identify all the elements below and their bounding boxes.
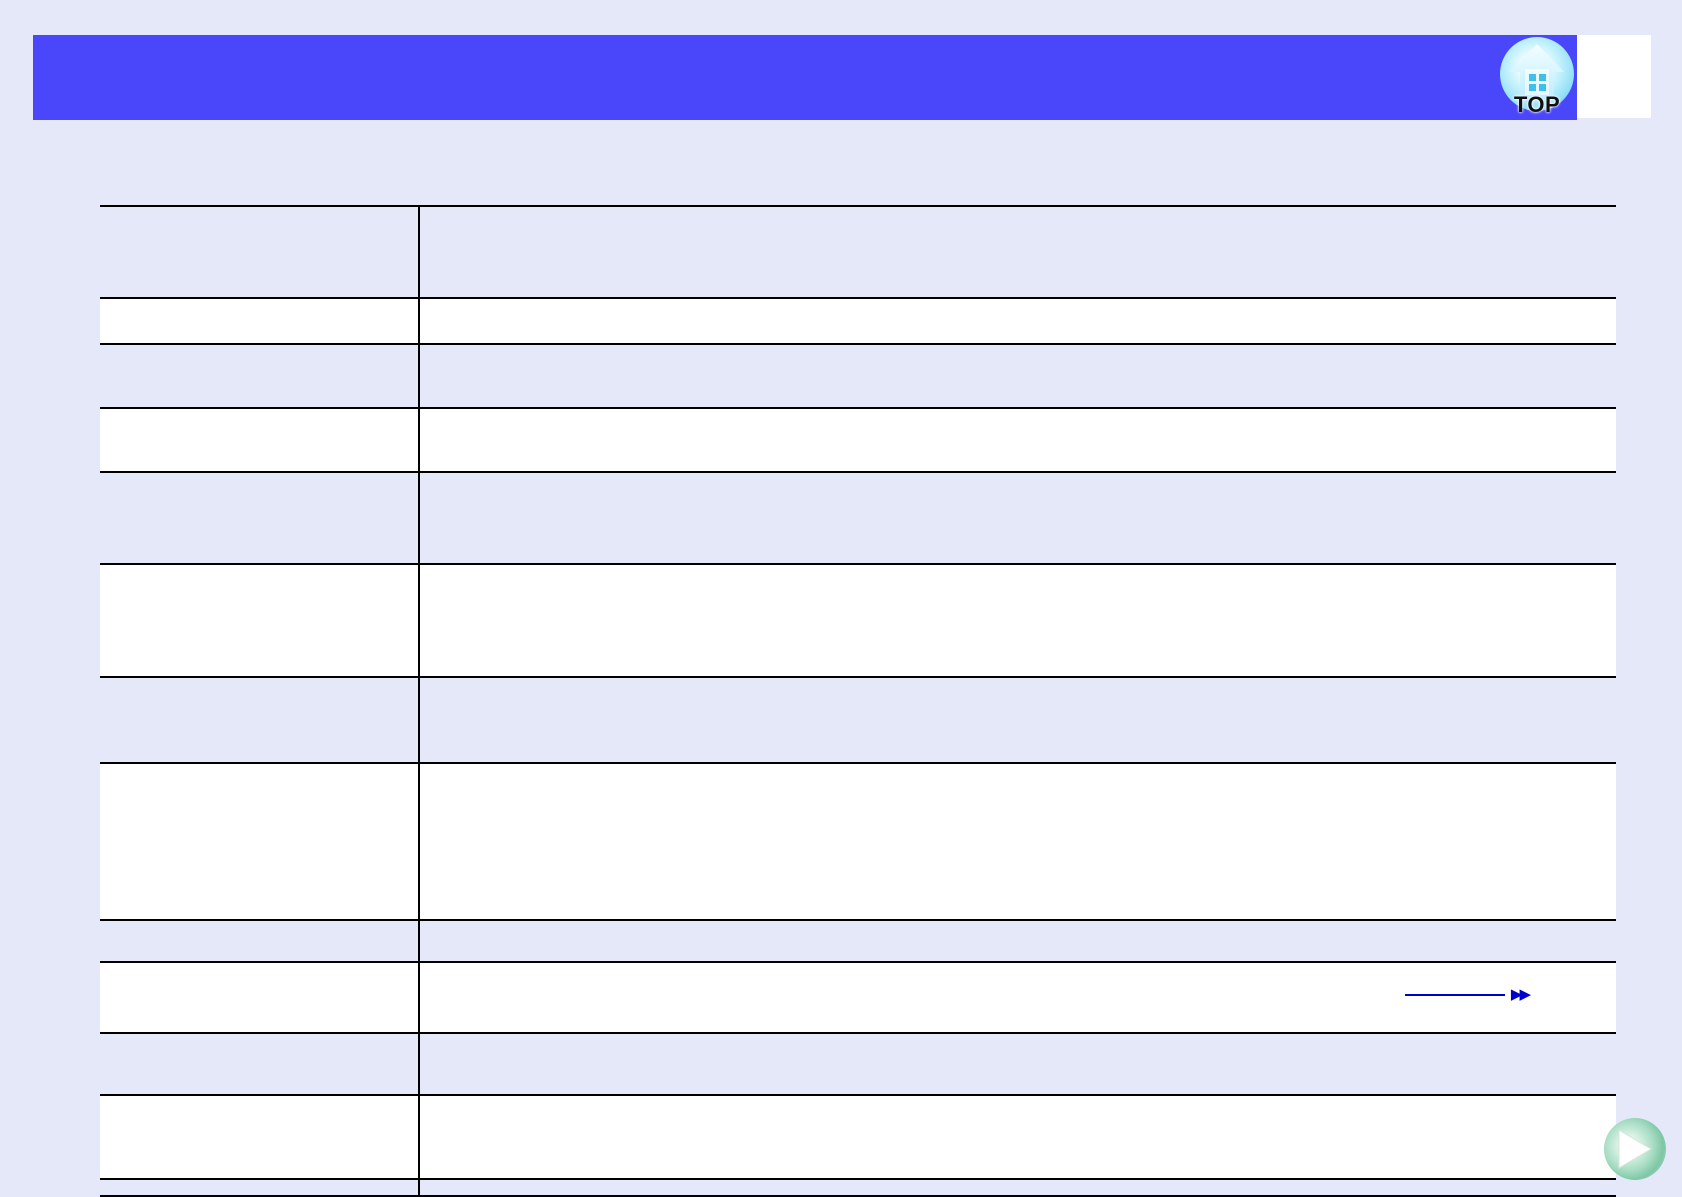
table-cell-label	[100, 206, 420, 298]
table-cell-label	[100, 564, 420, 677]
table-row	[100, 677, 1616, 763]
top-button-label: TOP	[1513, 92, 1561, 117]
table-cell-value	[419, 1179, 1616, 1196]
top-home-button[interactable]: TOP	[1497, 35, 1577, 120]
table-row: ▶▶	[100, 962, 1616, 1033]
table-cell-value	[419, 408, 1616, 472]
table-cell-value	[419, 298, 1616, 344]
table-cell-label	[100, 298, 420, 344]
header-corner-block	[1577, 35, 1651, 118]
table-row	[100, 206, 1616, 298]
table-cell-value: ▶▶	[419, 962, 1616, 1033]
cross-reference-link[interactable]	[1404, 993, 1505, 996]
table-cell-label	[100, 408, 420, 472]
table-cell-label	[100, 1179, 420, 1196]
table-cell-label	[100, 920, 420, 962]
table-cell-label	[100, 763, 420, 920]
table-row	[100, 298, 1616, 344]
table-cell-label	[100, 1095, 420, 1179]
table-cell-value	[419, 1095, 1616, 1179]
table-cell-label	[100, 344, 420, 408]
table-row	[100, 408, 1616, 472]
specification-table: ▶▶	[100, 205, 1616, 1197]
table-cell-value	[419, 920, 1616, 962]
table-cell-value	[419, 206, 1616, 298]
table-cell-value	[419, 1033, 1616, 1095]
table-row	[100, 564, 1616, 677]
table-row	[100, 472, 1616, 564]
table-row	[100, 1095, 1616, 1179]
table-row	[100, 920, 1616, 962]
table-cell-label	[100, 1033, 420, 1095]
table-row	[100, 1033, 1616, 1095]
home-house-icon	[1510, 44, 1564, 95]
cross-reference[interactable]: ▶▶	[1404, 986, 1531, 1003]
play-triangle-next-page-icon	[1618, 1129, 1652, 1169]
next-page-button[interactable]	[1604, 1118, 1666, 1180]
table-cell-value	[419, 763, 1616, 920]
table-cell-value	[419, 677, 1616, 763]
table-row	[100, 344, 1616, 408]
page-header-bar	[33, 35, 1577, 120]
table-cell-value	[419, 564, 1616, 677]
table-cell-value	[419, 344, 1616, 408]
table-cell-label	[100, 677, 420, 763]
table-cell-value	[419, 472, 1616, 564]
double-chevron-right-icon[interactable]: ▶▶	[1510, 986, 1531, 1003]
table-cell-label	[100, 472, 420, 564]
specification-table-body: ▶▶	[100, 206, 1616, 1196]
table-row	[100, 763, 1616, 920]
table-row	[100, 1179, 1616, 1196]
table-cell-label	[100, 962, 420, 1033]
